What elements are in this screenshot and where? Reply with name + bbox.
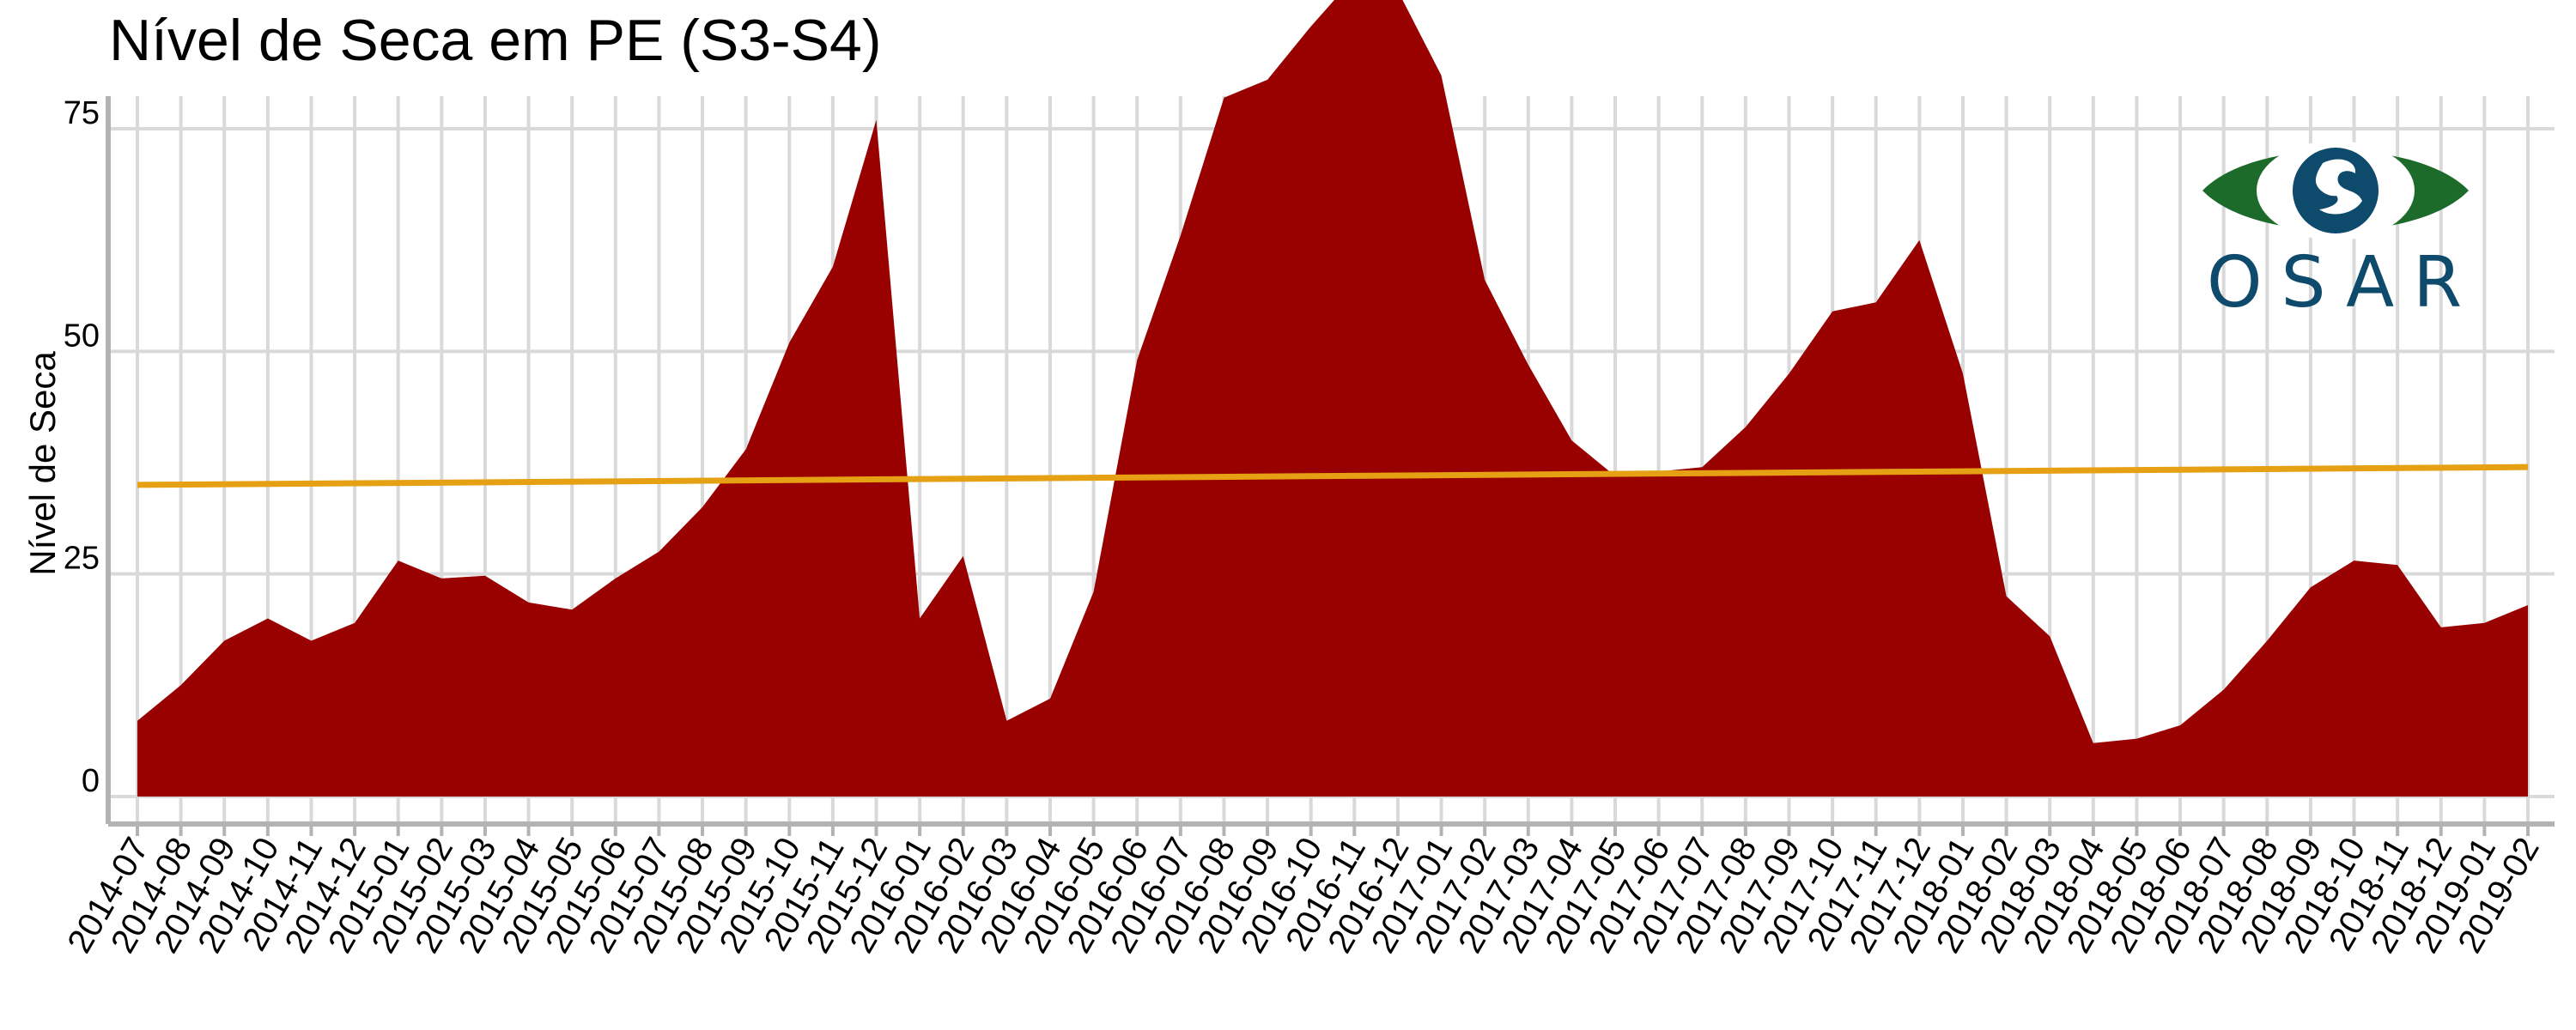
axis-layer: 02550752014-072014-082014-092014-102014-… <box>60 95 2555 960</box>
y-tick-label: 25 <box>64 541 100 577</box>
y-tick-label: 0 <box>82 763 100 799</box>
chart-title: Nível de Seca em PE (S3-S4) <box>109 8 882 73</box>
area-series-layer <box>137 0 2528 797</box>
logo-text: OSAR <box>2207 242 2482 324</box>
area-series <box>137 0 2528 797</box>
osar-logo <box>2202 141 2469 240</box>
y-axis-label: Nível de Seca <box>22 351 63 576</box>
trend-line <box>137 464 2529 488</box>
trend-line-layer <box>137 464 2529 488</box>
y-tick-label: 50 <box>64 318 100 354</box>
logo-bird-shape <box>2315 159 2362 215</box>
y-tick-label: 75 <box>64 95 100 131</box>
